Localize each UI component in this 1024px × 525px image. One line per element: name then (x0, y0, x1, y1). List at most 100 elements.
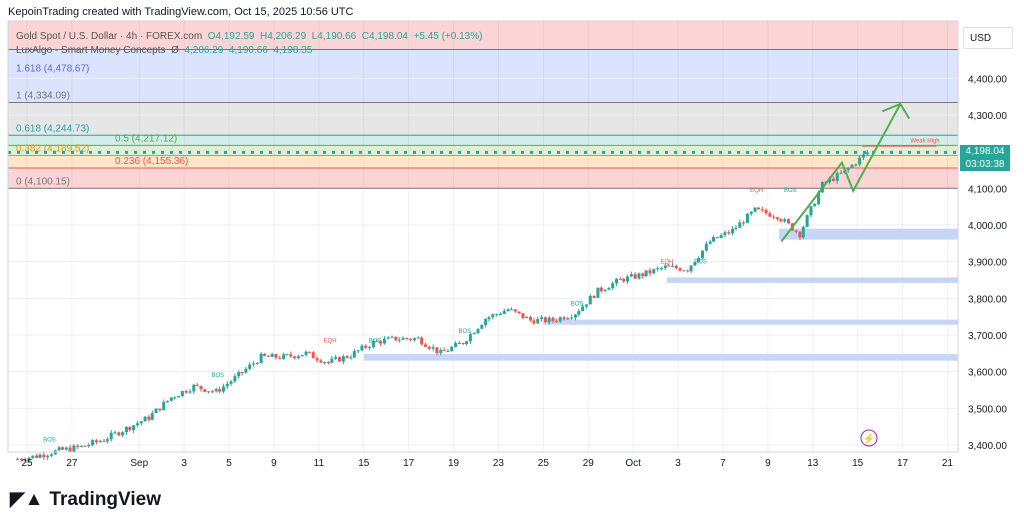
brand-name: TradingView (49, 488, 161, 510)
x-tick-label: 15 (358, 458, 370, 469)
candle (465, 341, 469, 345)
candle (772, 216, 776, 218)
x-tick-label: 19 (448, 458, 460, 469)
x-tick-label: 25 (21, 458, 33, 469)
structure-label: BOS (694, 260, 707, 266)
x-tick-label: 13 (807, 458, 819, 469)
candle (83, 445, 87, 447)
candle (529, 317, 533, 321)
candle (143, 416, 147, 422)
indicator-name: LuxAlgo - Smart Money Concepts (16, 45, 166, 56)
candle (667, 265, 671, 267)
candle (435, 347, 439, 354)
tv-logo-icon: ◤▲ (10, 489, 44, 510)
y-tick-label: 3,600.00 (968, 368, 1007, 379)
candle (670, 265, 674, 267)
candle (132, 425, 136, 430)
candle (588, 295, 592, 305)
candle (135, 423, 139, 426)
fib-label: 1 (4,334.09) (16, 90, 70, 101)
currency-selector[interactable]: USD (963, 27, 1013, 49)
candle (364, 345, 368, 348)
candle (379, 341, 383, 344)
candle (476, 328, 480, 334)
fib-band (8, 49, 958, 103)
candle (368, 346, 372, 348)
candle (323, 362, 327, 364)
candle (776, 217, 780, 220)
y-tick-label: 3,700.00 (968, 331, 1007, 342)
candle (637, 273, 641, 279)
candle (188, 391, 192, 393)
candle (80, 445, 84, 447)
candle (102, 441, 106, 443)
candle (689, 265, 693, 272)
candle (768, 213, 772, 217)
candle (562, 317, 566, 320)
fib-label: 0 (4,100.15) (16, 176, 70, 187)
structure-label: Weak High (910, 138, 939, 144)
candle (491, 314, 495, 318)
candle (712, 236, 716, 242)
candle (255, 363, 259, 365)
candle (813, 204, 817, 207)
candle (581, 306, 585, 312)
candle (764, 209, 768, 214)
candle (596, 287, 600, 298)
chart-attribution: KepoinTrading created with TradingView.c… (8, 6, 354, 18)
y-tick-label: 4,300.00 (968, 111, 1007, 122)
candle (27, 457, 31, 461)
candle (296, 356, 300, 358)
candle (484, 319, 488, 326)
y-tick-label: 3,900.00 (968, 258, 1007, 269)
tradingview-logo[interactable]: ◤▲ TradingView (10, 488, 161, 511)
candle (835, 173, 839, 181)
x-tick-label: Sep (130, 458, 148, 469)
y-tick-label: 3,400.00 (968, 441, 1007, 452)
candle (207, 391, 211, 393)
candle (76, 445, 80, 447)
ohlc-close: C4,198.04 (361, 31, 408, 42)
ohlc-high: H4,206.29 (260, 31, 307, 42)
candle (289, 354, 293, 357)
candle (360, 345, 364, 351)
candle (783, 219, 787, 222)
candle (225, 383, 229, 387)
candle (442, 350, 446, 352)
candle (540, 317, 544, 320)
y-tick-label: 4,000.00 (968, 221, 1007, 232)
candle (656, 268, 660, 270)
candle (229, 381, 233, 384)
candle (401, 337, 405, 340)
candle (259, 353, 263, 364)
candle (558, 317, 562, 322)
candle (248, 364, 252, 369)
lightning-icon (860, 429, 878, 447)
symbol-legend: Gold Spot / U.S. Dollar · 4h · FOREX.com… (16, 31, 482, 42)
candle (577, 311, 581, 315)
candle (214, 389, 218, 392)
candle (233, 376, 237, 382)
hidden-icon[interactable]: Ø (171, 45, 179, 56)
indicator-legend[interactable]: LuxAlgo - Smart Money Concepts Ø 4,206.2… (16, 45, 312, 56)
fib-label: 0.382 (4,189.52) (16, 144, 89, 155)
candle (352, 351, 356, 358)
candle (327, 362, 331, 364)
candle (382, 338, 386, 344)
candle (57, 447, 61, 451)
x-tick-label: 25 (538, 458, 550, 469)
candle (300, 355, 304, 357)
last-price-tag: 4,198.04 03:03:38 (960, 145, 1010, 171)
candle (195, 384, 199, 386)
candle (828, 178, 832, 183)
x-tick-label: 15 (852, 458, 864, 469)
candle (274, 353, 278, 358)
candle (49, 454, 53, 456)
structure-label: BOS (784, 188, 797, 194)
candle (173, 397, 177, 399)
candle (330, 358, 334, 363)
candle (19, 459, 23, 461)
candle (498, 314, 502, 316)
price-chart[interactable]: 1.618 (4,478.67) 1 (4,334.09) 0.618 (4,244… (0, 0, 1024, 480)
candle (674, 265, 678, 269)
